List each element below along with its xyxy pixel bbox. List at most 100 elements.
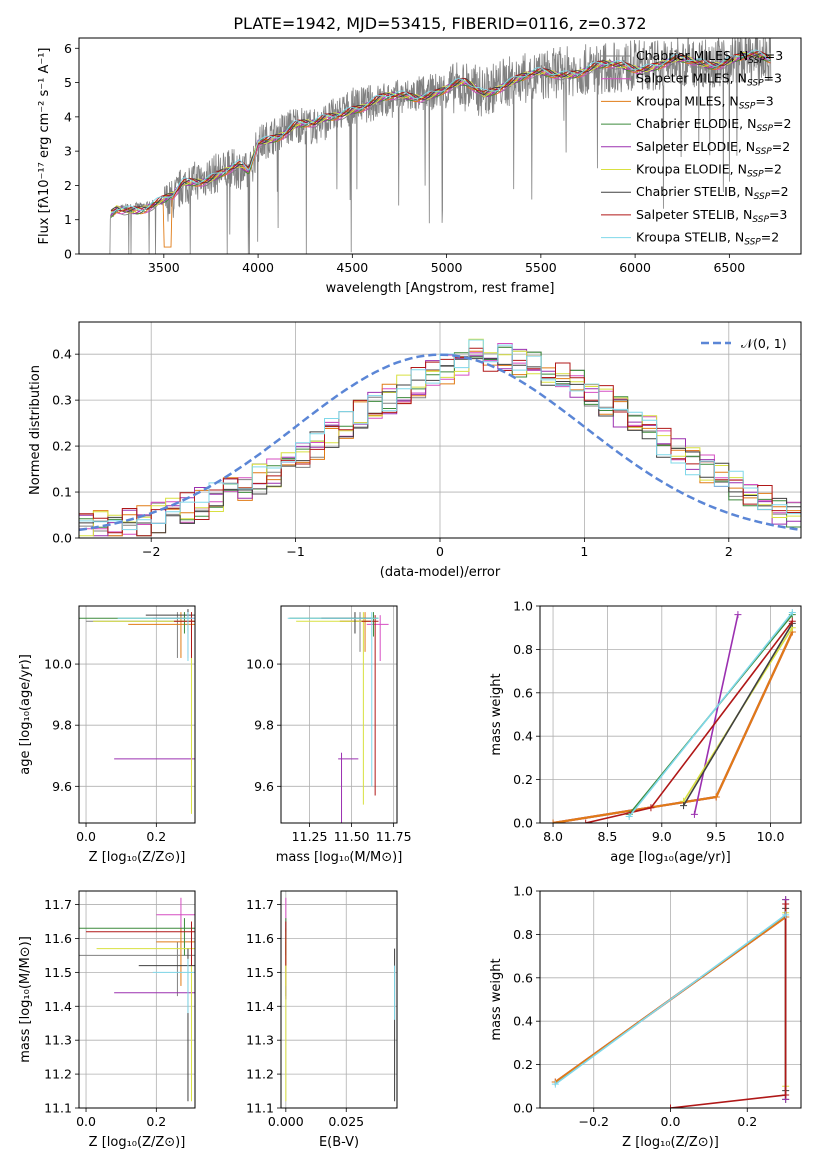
data-point-marker [782, 911, 790, 919]
data-point-marker [680, 802, 688, 810]
x-tick-label: 9.5 [706, 829, 726, 844]
legend-sub: SSP [747, 170, 764, 180]
y-tick-label: 0.2 [513, 772, 533, 787]
y-tick-label: 11.1 [44, 1101, 72, 1116]
x-tick-label: 0.0 [76, 1114, 96, 1129]
panel-massweight-vs-Z: −0.2 0.0 0.2 0.0 0.2 0.4 0.6 0.8 1.0 Z [log₁₀(Z/Z… [489, 884, 802, 1150]
series-line-4 [693, 614, 739, 815]
y-tick-label: 11.2 [246, 1067, 274, 1082]
y-tick-label: 5 [64, 75, 72, 90]
legend-label: Chabrier ELODIE, NSSP=2 [636, 116, 791, 134]
y-axis-label: mass weight [489, 958, 504, 1040]
legend-sub: SSP [739, 101, 756, 111]
panel-spectrum: 3500 4000 4500 5000 5500 6000 6500 0 1 2 3 4 5 6 wavel… [37, 37, 802, 296]
panel-mass-vs-EBV: 0.000 0.025 11.1 11.2 11.3 11.4 11.5 11.6 11.7 E(… [246, 890, 398, 1150]
x-axis-label: mass [log₁₀(M/M⊙)] [276, 850, 403, 865]
axes-frame [78, 890, 196, 1109]
x-tick-label: 0.2 [146, 1114, 166, 1129]
y-tick-label: 0.0 [513, 1101, 533, 1116]
legend-label: Salpeter STELIB, NSSP=3 [636, 207, 787, 225]
plot-area [551, 896, 790, 1108]
y-tick-label: 11.6 [246, 931, 274, 946]
x-axis-label: Z [log₁₀(Z/Z⊙)] [89, 1135, 186, 1150]
data-point-marker [647, 804, 655, 812]
panel-massweight-vs-age: 8.0 8.5 9.0 9.5 10.0 0.0 0.2 0.4 0.6 0.8 1.0 age [l… [489, 599, 802, 865]
y-tick-label: 0.3 [52, 393, 72, 408]
x-tick-label: 4000 [242, 260, 274, 275]
legend-label: Chabrier MILES, NSSP=3 [636, 48, 783, 66]
x-axis-label: wavelength [Angstrom, rest frame] [326, 281, 555, 296]
y-tick-label: 11.7 [44, 897, 72, 912]
plot-area [79, 609, 195, 814]
figure-title: PLATE=1942, MJD=53415, FIBERID=0116, z=0… [233, 14, 646, 33]
y-tick-label: 11.1 [246, 1101, 274, 1116]
legend-suffix: =3 [769, 207, 787, 222]
axes-frame [280, 605, 398, 824]
y-tick-label: 0.4 [513, 729, 533, 744]
plot-area [109, 38, 772, 254]
data-point-marker [582, 819, 590, 823]
legend-label: Salpeter MILES, NSSP=3 [636, 71, 782, 89]
legend-sub: SSP [748, 56, 765, 66]
x-tick-label: 0.0 [76, 829, 96, 844]
axes-frame [78, 37, 802, 255]
model-line-7 [110, 51, 771, 212]
plot-area [285, 897, 396, 1102]
data-point-marker [549, 819, 557, 823]
data-point-marker [625, 812, 633, 820]
y-tick-label: 1.0 [513, 599, 533, 614]
x-tick-label: 0.2 [146, 829, 166, 844]
legend-label: Kroupa MILES, NSSP=3 [636, 93, 774, 111]
y-tick-label: 0.8 [513, 642, 533, 657]
data-point-marker [712, 793, 720, 801]
model-line-3 [110, 51, 771, 218]
x-tick-label: 11.50 [334, 829, 370, 844]
legend-label: Chabrier STELIB, NSSP=2 [636, 184, 789, 202]
y-tick-label: 4 [64, 109, 72, 124]
model-line-4 [110, 51, 771, 216]
legend-sub: SSP [744, 238, 761, 248]
panel-age-vs-mass: 11.25 11.50 11.75 9.6 9.8 10.0 mass [log₁₀(M/M… [246, 605, 412, 865]
legend-sub: SSP [755, 147, 772, 157]
x-tick-label: 0.025 [328, 1114, 364, 1129]
data-point-marker [667, 1104, 674, 1108]
y-tick-label: 10.0 [44, 657, 72, 672]
x-tick-label: 9.0 [652, 829, 672, 844]
series-line-1 [552, 631, 794, 823]
x-tick-label: −2 [142, 544, 160, 559]
axes-frame [280, 890, 398, 1109]
legend-label: 𝒩(0, 1) [741, 336, 787, 351]
plot-area [549, 609, 796, 823]
y-tick-label: 0.4 [513, 1014, 533, 1029]
plot-area [79, 897, 195, 1102]
legend-label: Kroupa ELODIE, NSSP=2 [636, 162, 782, 180]
data-point-marker [551, 1080, 559, 1088]
chart-panels: 3500 4000 4500 5000 5500 6000 6500 0 1 2 3 4 5 6 wavel… [18, 37, 802, 1150]
legend-suffix: =2 [773, 116, 791, 131]
y-tick-label: 11.7 [246, 897, 274, 912]
y-tick-label: 11.3 [44, 1033, 72, 1048]
axes-frame [78, 605, 196, 824]
y-tick-label: 0.4 [52, 347, 72, 362]
x-tick-label: 3500 [148, 260, 180, 275]
legend-label: Kroupa STELIB, NSSP=2 [636, 230, 779, 248]
y-axis-label: mass [log₁₀(M/M⊙)] [18, 936, 33, 1063]
series-line-0 [552, 631, 794, 823]
x-tick-label: 0.2 [737, 1114, 757, 1129]
x-axis-label: E(B-V) [319, 1135, 359, 1150]
y-axis-label: mass weight [489, 673, 504, 755]
data-spectrum-line [109, 38, 772, 254]
histogram-step-8 [79, 339, 801, 531]
y-tick-label: 11.5 [44, 965, 72, 980]
y-tick-label: 0.2 [52, 439, 72, 454]
x-axis-label: Z [log₁₀(Z/Z⊙)] [89, 850, 186, 865]
axes-frame [539, 890, 802, 1109]
y-tick-label: 6 [64, 41, 72, 56]
data-point-marker [690, 810, 698, 818]
legend-suffix: =3 [764, 71, 782, 86]
legend: Chabrier MILES, NSSP=3 Salpeter MILES, NS… [601, 48, 791, 248]
x-axis-label: Z [log₁₀(Z/Z⊙)] [622, 1135, 719, 1150]
data-point-marker [782, 1091, 790, 1099]
y-tick-label: 0.0 [513, 816, 533, 831]
